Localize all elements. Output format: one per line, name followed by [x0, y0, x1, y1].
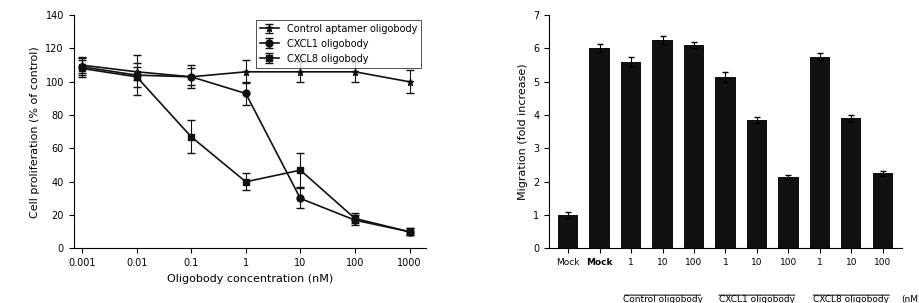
Y-axis label: Cell proliferation (% of control): Cell proliferation (% of control)	[29, 46, 40, 218]
Bar	[589, 48, 609, 248]
Text: Control oligobody: Control oligobody	[622, 295, 702, 303]
Legend: Control aptamer oligobody, CXCL1 oligobody, CXCL8 oligobody: Control aptamer oligobody, CXCL1 oligobo…	[255, 20, 421, 68]
X-axis label: Oligobody concentration (nM): Oligobody concentration (nM)	[166, 274, 333, 284]
Bar	[809, 57, 829, 248]
Bar	[840, 118, 860, 248]
Text: (nM): (nM)	[901, 295, 919, 303]
Bar	[777, 177, 798, 248]
Bar	[683, 45, 703, 248]
Bar	[746, 120, 766, 248]
Bar	[652, 40, 672, 248]
Bar	[557, 215, 578, 248]
Bar	[714, 77, 735, 248]
Bar	[620, 62, 641, 248]
Text: CXCL1 oligobody: CXCL1 oligobody	[718, 295, 794, 303]
Y-axis label: Migration (fold increase): Migration (fold increase)	[517, 64, 528, 200]
Text: CXCL8 oligobody: CXCL8 oligobody	[812, 295, 889, 303]
Bar	[871, 174, 892, 248]
